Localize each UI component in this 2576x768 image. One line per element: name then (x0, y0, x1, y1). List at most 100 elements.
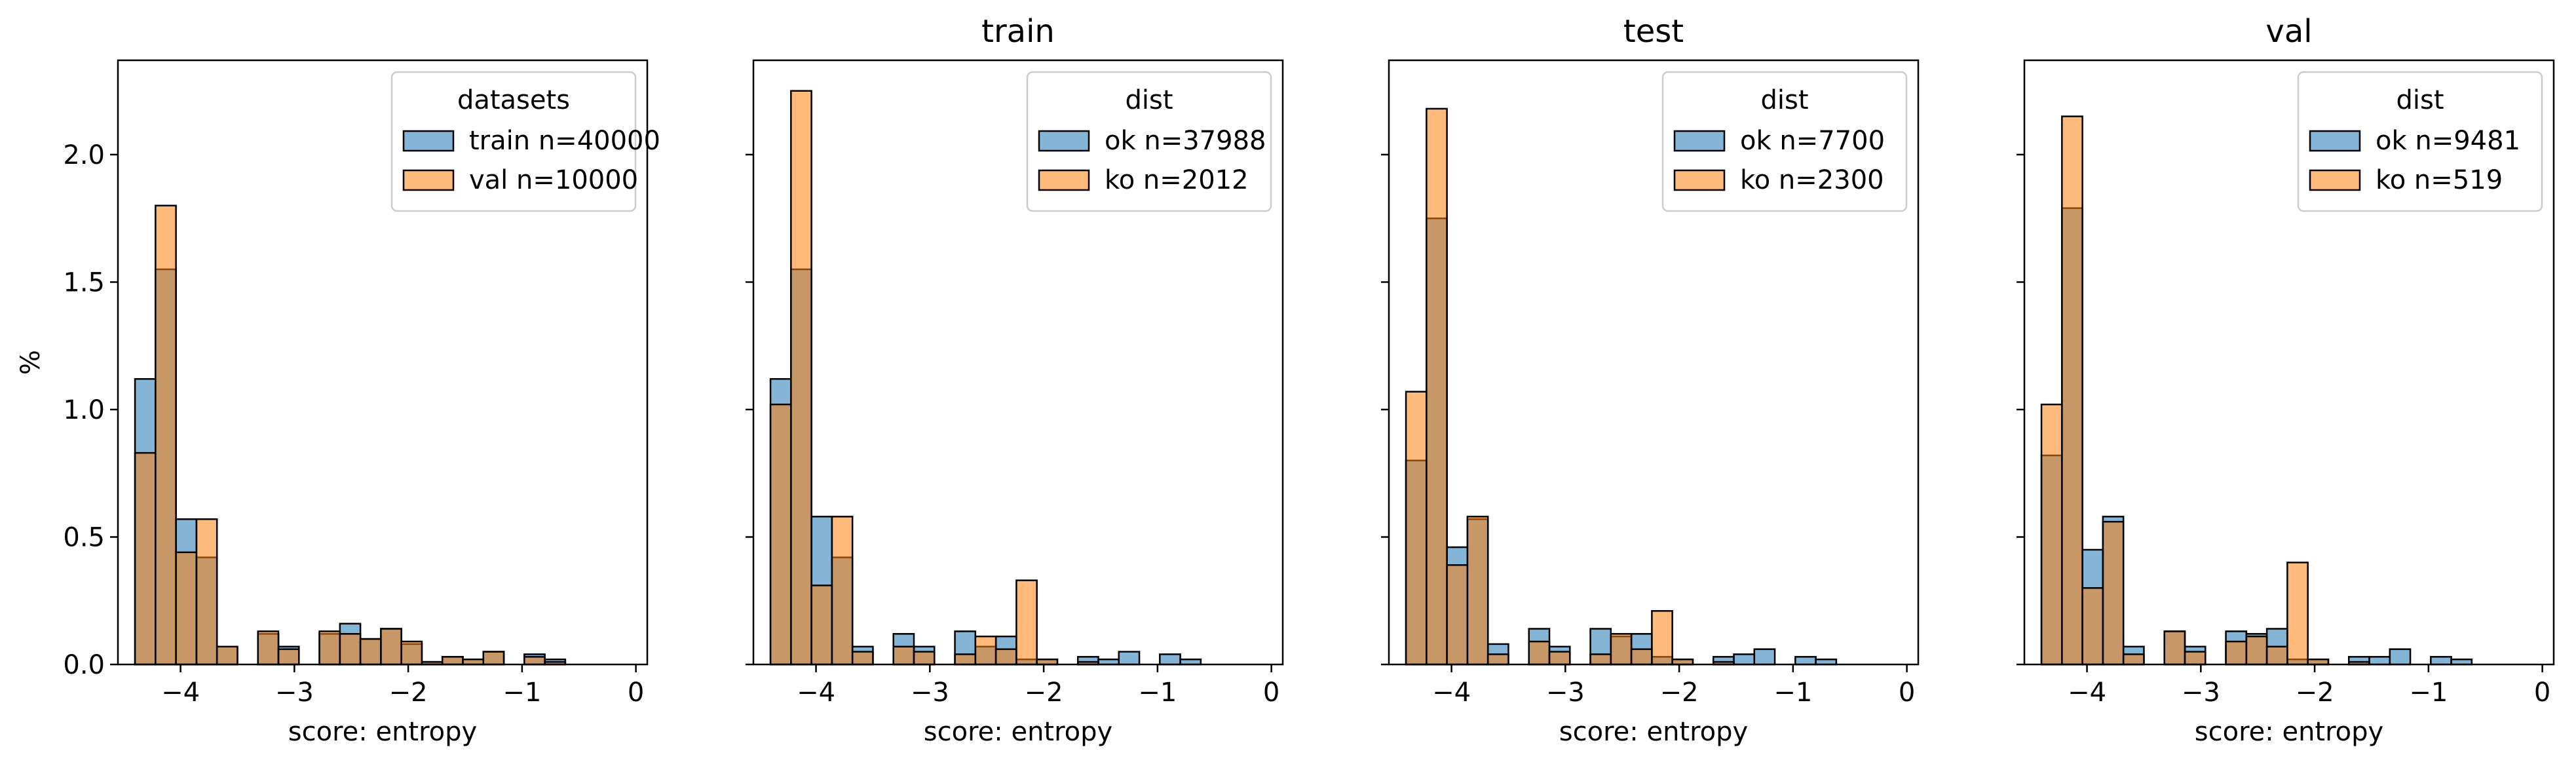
bar-series-1 (1159, 653, 1181, 666)
bar-series-2 (155, 204, 177, 666)
bar-series-2 (380, 628, 402, 666)
axes-frame (1388, 59, 1920, 666)
legend: dist ok n=9481 ko n=519 (2297, 71, 2543, 212)
x-tick-label: −3 (2182, 678, 2220, 708)
bar-series-1 (2389, 648, 2412, 666)
bar-series-2 (277, 648, 300, 666)
x-axis-label: score: entropy (288, 717, 477, 747)
legend-title: dist (2396, 85, 2444, 115)
bars (2040, 115, 2473, 666)
bar-series-2 (831, 516, 854, 666)
bar-series-2 (1651, 610, 1673, 666)
bar-series-2 (523, 656, 546, 666)
panel-title: test (1623, 13, 1684, 50)
bar-series-2 (359, 638, 382, 666)
y-tick-label: 1.0 (63, 395, 105, 425)
x-tick-label: −3 (911, 678, 949, 708)
x-tick-label: −1 (1773, 678, 1812, 708)
bar-series-2 (2081, 587, 2104, 666)
panel-1: −4 −3 −2 −1 0 0.0 0.5 1.0 1.5 2.0 score: entropy% d… (16, 59, 660, 747)
bar-series-2 (892, 645, 915, 666)
bar-series-2 (2225, 640, 2248, 666)
bar-series-2 (400, 640, 423, 666)
x-tick-label: 0 (628, 678, 644, 708)
x-tick-label: 0 (2534, 678, 2550, 708)
bar-series-2 (994, 648, 1017, 666)
legend-swatch (2309, 130, 2361, 152)
bar-series-2 (2163, 630, 2186, 666)
bar-series-2 (1610, 633, 1633, 666)
bar-series-2 (2061, 115, 2083, 666)
bar-series-2 (2245, 635, 2268, 666)
legend-entry-label: ko n=2300 (1740, 165, 1884, 195)
legend-swatch (402, 169, 455, 191)
axes-frame (2023, 59, 2555, 666)
bar-series-2 (769, 403, 792, 666)
panel-4: −4 −3 −2 −1 0 score: entropy val dist ok n=9481 k… (2017, 13, 2555, 747)
x-tick-label: −2 (389, 678, 428, 708)
bar-series-2 (257, 630, 280, 666)
bar-series-2 (2122, 653, 2145, 666)
legend-swatch (1673, 130, 1726, 152)
x-axis-label: score: entropy (2195, 717, 2383, 747)
bar-series-2 (216, 645, 238, 666)
bar-series-2 (1630, 648, 1653, 666)
bar-series-1 (1794, 656, 1817, 666)
x-tick-label: −2 (1660, 678, 1699, 708)
panel-3: −4 −3 −2 −1 0 score: entropy test dist ok n=7700… (1381, 13, 1920, 747)
axes-frame (117, 59, 649, 666)
bar-series-2 (1589, 653, 1612, 666)
bar-series-2 (974, 635, 997, 666)
bar-series-2 (1466, 516, 1489, 666)
bar-series-2 (954, 653, 977, 666)
x-tick-label: −4 (2068, 678, 2106, 708)
x-tick-label: 0 (1899, 678, 1915, 708)
bar-series-2 (441, 656, 464, 666)
legend-entry-label: ok n=7700 (1740, 126, 1885, 156)
bar-series-2 (851, 651, 874, 666)
bar-series-2 (810, 585, 833, 666)
legend: datasets train n=40000 val n=10000 (390, 71, 660, 212)
bar-series-1 (1733, 653, 1756, 666)
legend-title: dist (1760, 85, 1808, 115)
panel-title: val (2265, 13, 2312, 50)
bar-series-2 (2184, 651, 2207, 666)
bar-series-2 (339, 633, 362, 666)
bar-series-1 (2368, 656, 2391, 666)
y-tick-label: 1.5 (63, 267, 105, 298)
bar-series-2 (318, 630, 341, 666)
y-tick-label: 0.0 (63, 650, 105, 680)
bar-series-2 (1015, 579, 1038, 666)
bar-series-1 (2430, 656, 2452, 666)
bars (134, 204, 567, 666)
bar-series-2 (2286, 562, 2309, 666)
x-tick-label: −4 (161, 678, 200, 708)
legend-swatch (1673, 169, 1726, 191)
bar-series-2 (2102, 520, 2125, 666)
legend-entry-label: ko n=2012 (1105, 165, 1249, 195)
x-axis-label: score: entropy (924, 717, 1112, 747)
bar-series-1 (1118, 651, 1141, 666)
bar-series-2 (1528, 640, 1551, 666)
y-tick-label: 2.0 (63, 140, 105, 170)
x-tick-label: −1 (2409, 678, 2448, 708)
y-tick-label: 0.5 (63, 522, 105, 552)
bar-series-2 (175, 551, 198, 666)
x-tick-label: −1 (502, 678, 541, 708)
bar-series-2 (1405, 391, 1428, 666)
axes-frame (752, 59, 1284, 666)
bar-series-2 (134, 451, 157, 666)
x-tick-label: −2 (1025, 678, 1063, 708)
legend-entry-label: ko n=519 (2376, 165, 2503, 195)
x-tick-label: −3 (275, 678, 314, 708)
y-axis-label: % (16, 350, 46, 375)
bar-series-2 (790, 90, 812, 666)
bar-series-2 (482, 651, 505, 666)
bar-series-2 (1426, 107, 1448, 666)
x-tick-label: −4 (1432, 678, 1471, 708)
legend-swatch (1038, 169, 1090, 191)
x-axis-label: score: entropy (1559, 717, 1748, 747)
bar-series-2 (913, 651, 936, 666)
panel-2: −4 −3 −2 −1 0 score: entropy train dist ok n=379… (746, 13, 1284, 747)
